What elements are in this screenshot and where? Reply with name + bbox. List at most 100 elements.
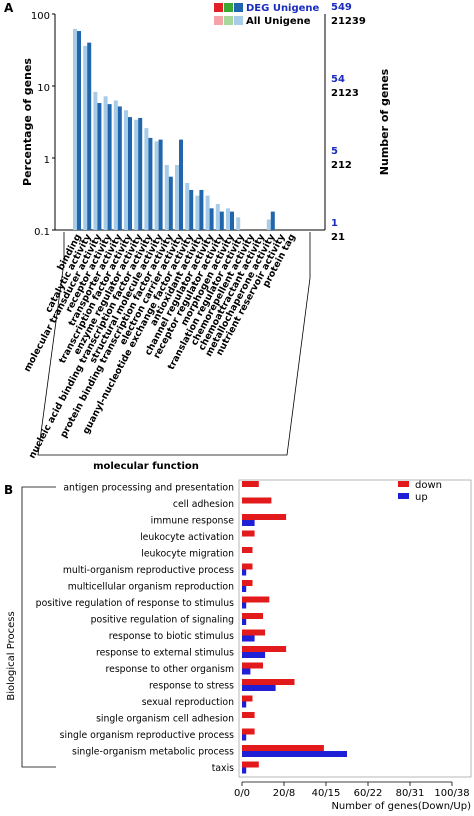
panel-b-category-labels: antigen processing and presentation cell … — [36, 483, 235, 775]
bar-all-binding — [73, 28, 77, 230]
bar-all-protein-binding-transcription-factor-activity — [164, 164, 169, 230]
bar-up-response-to-other-organism — [242, 668, 251, 675]
right-tick-all-212: 212 — [331, 160, 352, 171]
bar-deg-molecular-transducer-activity — [97, 103, 102, 230]
legend-up-label: up — [415, 492, 428, 503]
right-tick-all-21: 21 — [331, 232, 345, 243]
bar-deg-transporter-activity — [117, 106, 122, 230]
bar-down-immune-response — [242, 514, 287, 520]
bar-down-cell-adhesion — [242, 497, 272, 504]
category-label-multi-organism-reproductive-process: multi-organism reproductive process — [63, 565, 234, 576]
bar-deg-binding — [77, 31, 81, 230]
category-label-single-organism-cell-adhesion: single organism cell adhesion — [96, 714, 234, 725]
bar-all-transcription-factor-activity — [124, 110, 128, 230]
panel-a-left-ticks: 100 10 1 0.1 — [31, 11, 55, 238]
panel-b-legend: down up — [398, 480, 442, 503]
panel-b-plot-frame — [238, 479, 472, 778]
panel-a-label-bracket — [37, 232, 311, 456]
bar-up-single-organism-reproductive-process — [242, 734, 247, 741]
x-tick-4: 80/31 — [396, 788, 425, 799]
bar-down-leukocyte-migration — [242, 547, 253, 553]
bar-down-single-organism-metabolic-process — [242, 745, 324, 751]
bar-deg-receptor-activity — [107, 104, 112, 230]
bar-down-response-to-stress — [242, 679, 295, 685]
bar-all-enzyme-regulator-activity — [134, 119, 139, 230]
legend-deg-label: DEG Unigene — [246, 3, 320, 14]
bar-down-leukocyte-activation — [242, 530, 255, 537]
bar-deg-antioxidant-activity — [199, 189, 204, 230]
bar-all-channel-regulator-activity — [205, 195, 210, 230]
panel-a-right-axis-title: Number of genes — [378, 68, 391, 175]
bar-down-antigen-processing-and-presentation — [242, 481, 259, 487]
bar-down-multi-organism-reproductive-process — [242, 563, 253, 570]
bar-all-metallochaperone-activity — [266, 219, 271, 230]
bar-down-positive-regulation-of-response-to-stimulus — [242, 596, 270, 603]
bar-all-transporter-activity — [113, 100, 118, 230]
category-label-positive-regulation-of-response-to-stimulus: positive regulation of response to stimu… — [36, 598, 234, 609]
legend-swatch-deg-blue — [234, 3, 243, 12]
bar-down-response-to-other-organism — [242, 662, 263, 669]
bar-up-single-organism-metabolic-process — [242, 751, 347, 757]
bar-down-single-organism-cell-adhesion — [242, 712, 255, 718]
category-label-single-organism-reproductive-process: single organism reproductive process — [60, 730, 234, 741]
bar-deg-electron-carrier-activity — [179, 139, 183, 230]
bar-down-single-organism-reproductive-process — [242, 728, 255, 735]
bar-up-immune-response — [242, 520, 255, 526]
bar-down-response-to-external-stimulus — [242, 646, 287, 652]
category-label-sexual-reproduction: sexual reproduction — [142, 697, 234, 708]
legend-swatch-deg-green — [224, 3, 233, 12]
bar-all-nucleic-acid-binding-transcription-factor-activity — [144, 128, 149, 230]
bar-deg-nucleic-acid-binding-transcription-factor-activity — [148, 137, 153, 230]
y-tick-10: 10 — [37, 83, 50, 94]
bar-up-response-to-biotic-stimulus — [242, 635, 255, 642]
panel-b-x-ticks: 0/0 20/8 40/15 60/22 80/31 100/38 — [234, 788, 470, 799]
category-label-response-to-external-stimulus: response to external stimulus — [96, 648, 234, 659]
category-label-single-organism-metabolic-process: single-organism metabolic process — [72, 747, 234, 758]
y-tick-1: 1 — [44, 155, 50, 166]
category-label-leukocyte-migration: leukocyte migration — [141, 549, 234, 560]
x-tick-2: 40/15 — [312, 788, 341, 799]
category-label-response-to-biotic-stimulus: response to biotic stimulus — [109, 631, 234, 642]
panel-a-label: A — [4, 1, 14, 15]
category-label-response-to-stress: response to stress — [149, 681, 234, 692]
bar-deg-channel-regulator-activity — [209, 208, 214, 230]
bar-down-response-to-biotic-stimulus — [242, 629, 266, 636]
category-label-antigen-processing-and-presentation: antigen processing and presentation — [63, 483, 234, 494]
legend-swatch-deg-red — [214, 3, 223, 12]
bar-deg-enzyme-regulator-activity — [138, 117, 143, 230]
bar-all-structural-molecule-activity — [154, 141, 159, 230]
bar-deg-protein-binding-transcription-factor-activity — [168, 176, 173, 230]
bar-all-molecular-transducer-activity — [93, 91, 98, 230]
right-tick-all-2123: 2123 — [331, 88, 359, 99]
right-tick-deg-5: 5 — [331, 146, 338, 157]
legend-swatch-all-blue — [234, 16, 243, 25]
bar-down-positive-regulation-of-signaling — [242, 613, 263, 619]
panel-b-x-axis-title: Number of genes(Down/Up) — [331, 801, 471, 812]
right-tick-all-21239: 21239 — [331, 16, 366, 27]
bar-up-response-to-external-stimulus — [242, 652, 266, 658]
bar-up-response-to-stress — [242, 685, 276, 691]
panel-a-x-axis-title: molecular function — [93, 461, 199, 472]
legend-swatch-all-red — [214, 16, 223, 25]
bar-down-taxis — [242, 761, 259, 768]
x-tick-1: 20/8 — [273, 788, 295, 799]
panel-b-left-bracket — [21, 486, 56, 768]
bar-deg-receptor-regulator-activity — [219, 211, 224, 230]
y-tick-100: 100 — [31, 11, 50, 22]
legend-down-label: down — [415, 480, 442, 491]
panel-b-y-axis-title: Biological Process — [6, 611, 17, 700]
bar-deg-structural-molecule-activity — [158, 139, 163, 230]
bar-all-translation-regulator-activity — [236, 217, 241, 230]
bar-deg-transcription-factor-activity — [128, 117, 132, 230]
panel-a-right-ticks: 549 21239 54 2123 5 212 1 21 — [331, 2, 366, 243]
category-label-cell-adhesion: cell adhesion — [173, 499, 234, 510]
x-tick-0: 0/0 — [234, 788, 250, 799]
legend-swatch-down — [398, 481, 409, 487]
legend-swatch-up — [398, 493, 409, 499]
bar-all-catalytic-activity — [83, 45, 88, 230]
legend-swatch-all-green — [224, 16, 233, 25]
bar-up-positive-regulation-of-signaling — [242, 619, 247, 625]
category-label-leukocyte-activation: leukocyte activation — [140, 532, 234, 543]
panel-a-go-bar-chart: A Percentage of genes Number of genes 10… — [4, 1, 391, 472]
bar-all-antioxidant-activity — [195, 195, 200, 230]
